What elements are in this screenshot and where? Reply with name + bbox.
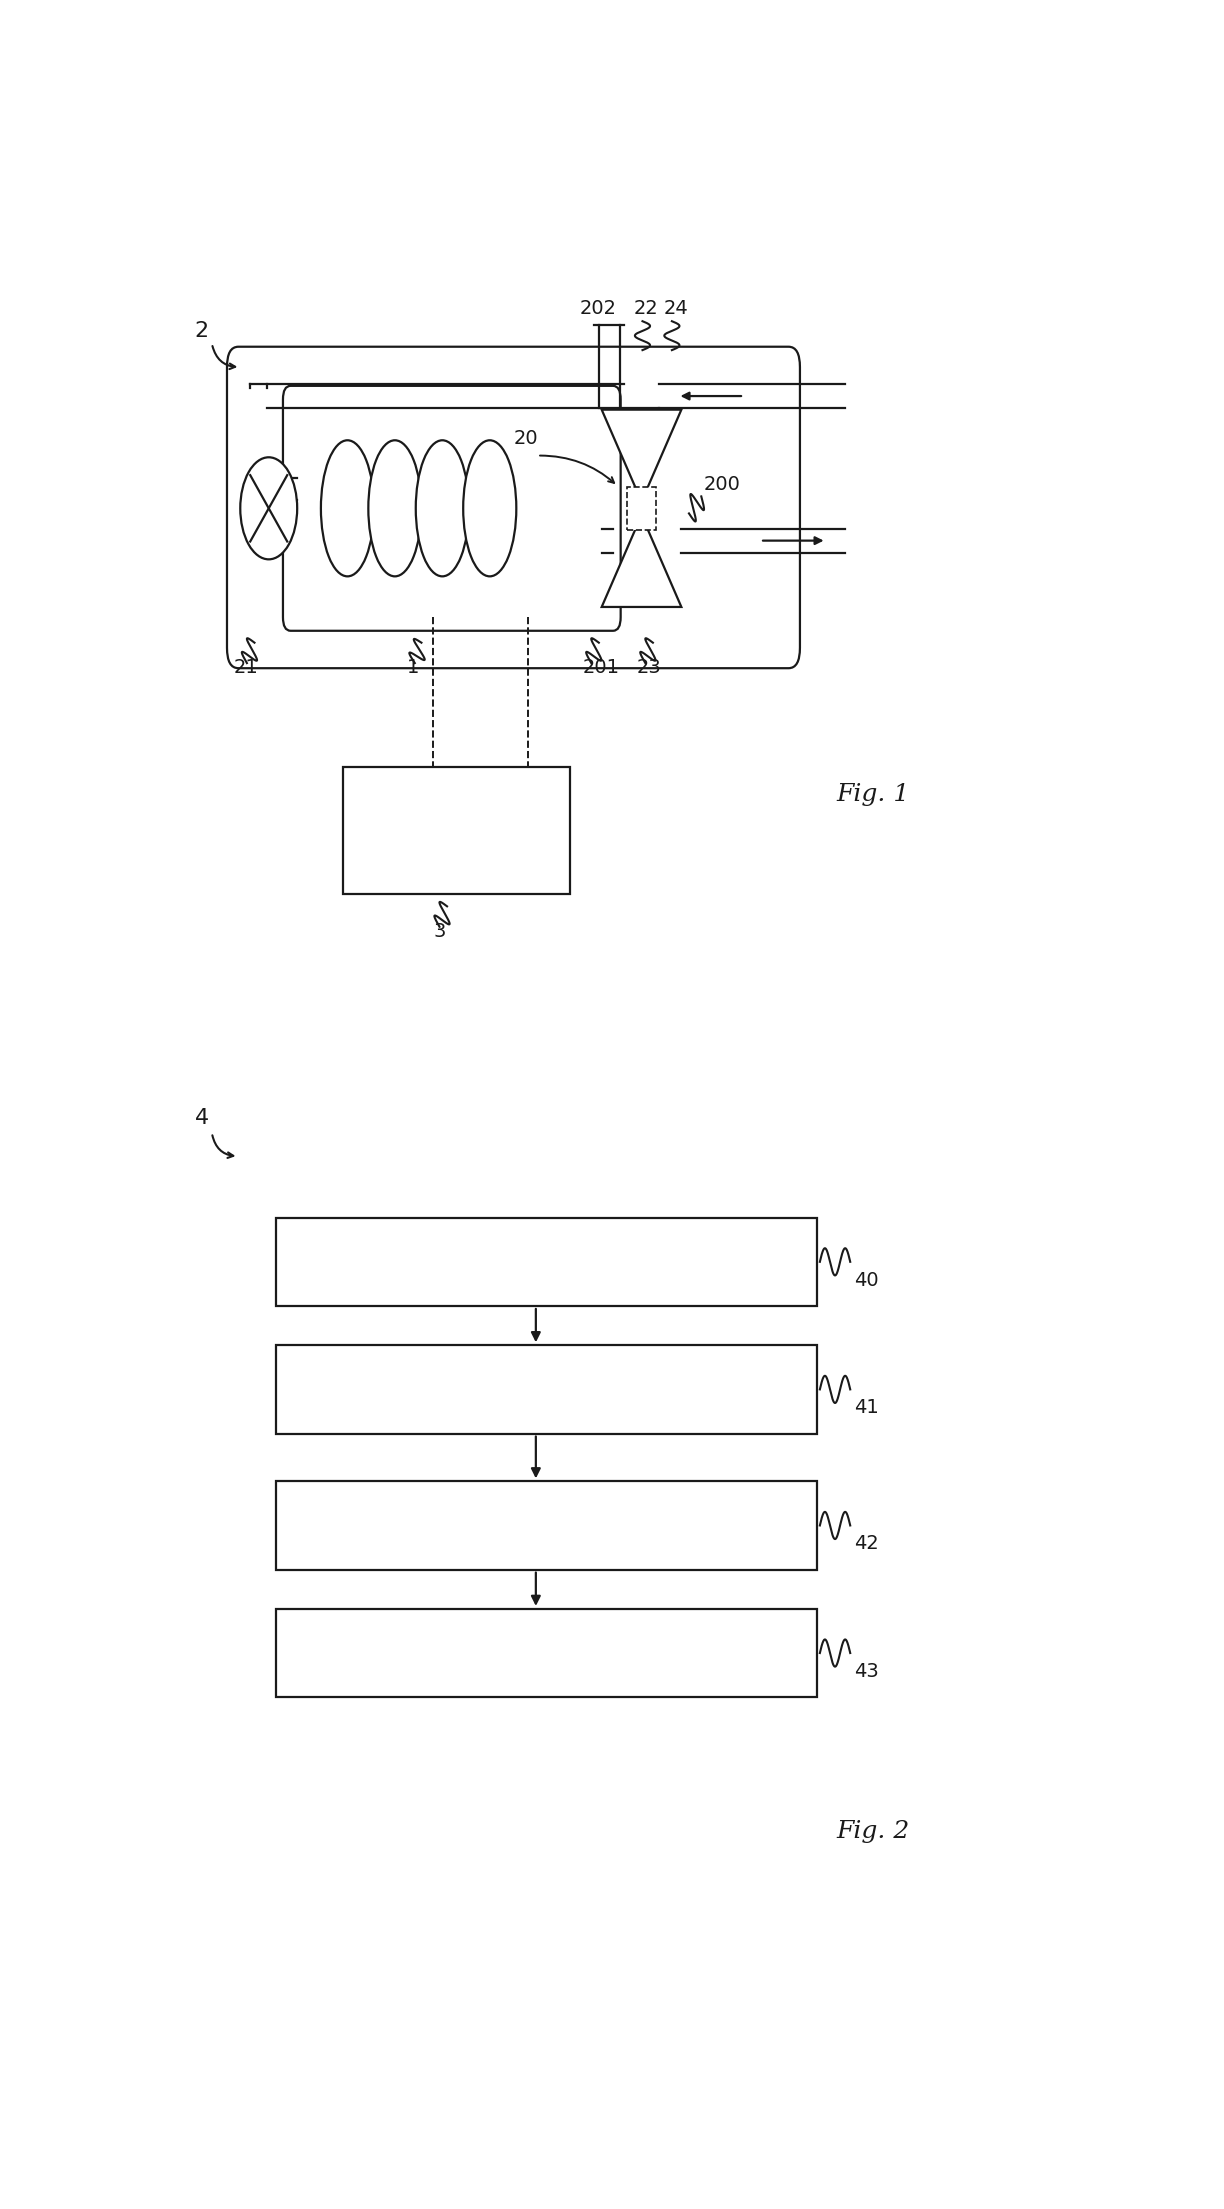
Text: 40: 40	[854, 1270, 879, 1290]
Text: 4: 4	[195, 1109, 209, 1129]
FancyBboxPatch shape	[628, 486, 656, 530]
Text: 200: 200	[703, 475, 741, 493]
Ellipse shape	[321, 440, 375, 577]
Text: 2: 2	[195, 320, 209, 340]
Text: 201: 201	[583, 658, 619, 678]
Polygon shape	[602, 409, 682, 501]
Ellipse shape	[463, 440, 517, 577]
Circle shape	[240, 457, 297, 559]
FancyBboxPatch shape	[277, 1217, 818, 1306]
Text: 3: 3	[433, 921, 447, 941]
Text: 202: 202	[580, 300, 617, 318]
Text: 22: 22	[634, 300, 659, 318]
FancyBboxPatch shape	[226, 347, 800, 667]
FancyBboxPatch shape	[277, 1482, 818, 1571]
Text: 42: 42	[854, 1535, 879, 1553]
Text: Fig. 2: Fig. 2	[836, 1820, 909, 1845]
Text: 41: 41	[854, 1398, 879, 1418]
Ellipse shape	[368, 440, 421, 577]
FancyBboxPatch shape	[343, 767, 570, 895]
Text: 43: 43	[854, 1661, 879, 1681]
Text: 1: 1	[408, 658, 420, 678]
FancyBboxPatch shape	[283, 387, 621, 632]
FancyBboxPatch shape	[277, 1608, 818, 1697]
Text: 21: 21	[234, 658, 258, 678]
Polygon shape	[602, 515, 682, 607]
Text: 20: 20	[514, 429, 539, 448]
Text: Fig. 1: Fig. 1	[836, 782, 909, 806]
Ellipse shape	[416, 440, 469, 577]
Text: 24: 24	[663, 300, 688, 318]
Text: 23: 23	[636, 658, 661, 678]
FancyBboxPatch shape	[277, 1345, 818, 1434]
